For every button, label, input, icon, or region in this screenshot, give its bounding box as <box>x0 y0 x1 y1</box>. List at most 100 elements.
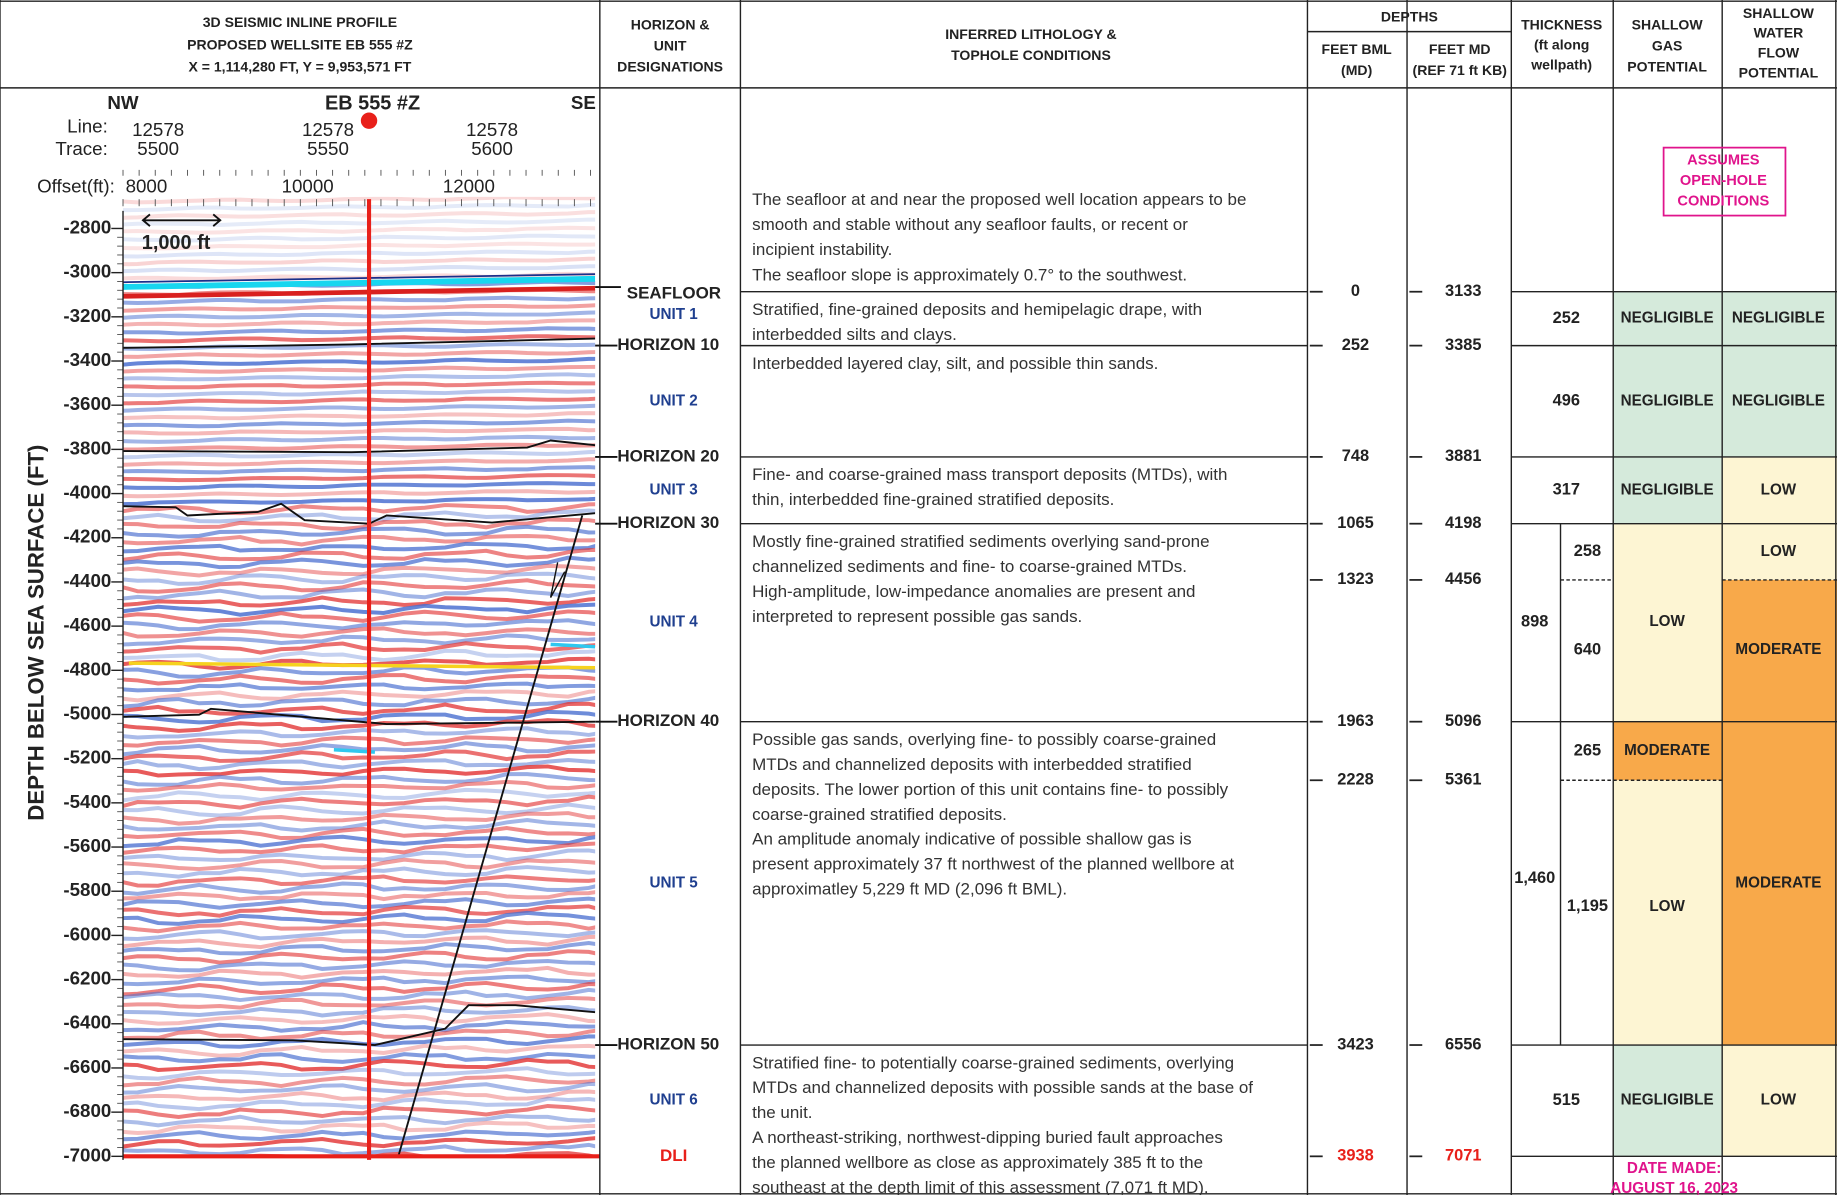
unit-description: southeast at the depth limit of this ass… <box>752 1178 1208 1195</box>
depth-bml: 252 <box>1342 336 1369 354</box>
note: CONDITIONS <box>1677 193 1769 209</box>
unit-label: UNIT 2 <box>650 392 698 409</box>
unit-description: approximatley 5,229 ft MD (2,096 ft BML)… <box>752 880 1067 899</box>
gas-potential: MODERATE <box>1624 742 1710 759</box>
header-water: POTENTIAL <box>1739 65 1819 81</box>
reflector <box>123 826 596 841</box>
unit-description: High-amplitude, low-impedance anomalies … <box>752 582 1195 601</box>
reflector <box>123 735 596 748</box>
offset-number: 12000 <box>443 175 495 196</box>
seafloor-description: smooth and stable without any seafloor f… <box>752 215 1188 234</box>
reflector <box>123 1096 596 1112</box>
unit-description: Fine- and coarse-grained mass transport … <box>752 465 1227 484</box>
well-name: EB 555 #Z <box>325 93 420 115</box>
reflector <box>123 701 596 716</box>
water-cell <box>1722 345 1837 457</box>
line-number: 12578 <box>132 119 184 140</box>
depth-tick-label: -4800 <box>63 658 111 679</box>
unit-description: deposits. The lower portion of this unit… <box>752 780 1229 799</box>
unit-description: Possible gas sands, overlying fine- to p… <box>752 730 1216 749</box>
unit-description: the unit. <box>752 1103 812 1122</box>
header-water: FLOW <box>1758 45 1800 61</box>
trace-number: 5500 <box>137 138 179 159</box>
depth-tick-label: -4000 <box>63 482 111 503</box>
depth-bml: 748 <box>1342 447 1369 465</box>
horizon-label: HORIZON 40 <box>617 711 719 730</box>
header-water: WATER <box>1754 25 1804 41</box>
direction-left: NW <box>107 92 139 113</box>
unit-description: An amplitude anomaly indicative of possi… <box>752 830 1192 849</box>
unit-label: UNIT 6 <box>650 1092 698 1109</box>
depth-tick-label: -6200 <box>63 968 111 989</box>
reflector <box>123 602 596 617</box>
seafloor-edge <box>123 273 596 284</box>
depth-tick-label: -5800 <box>63 879 111 900</box>
unit-description: present approximately 37 ft northwest of… <box>752 855 1234 874</box>
reflector <box>123 563 596 578</box>
reflector <box>123 779 596 793</box>
seismic-section <box>123 196 596 1158</box>
unit-description: MTDs and channelized deposits with inter… <box>752 755 1192 774</box>
depth-tick-label: -4600 <box>63 614 111 635</box>
date: DATE MADE: <box>1627 1160 1721 1177</box>
reflector <box>123 995 596 1010</box>
unit-label: UNIT 5 <box>650 874 699 891</box>
reflector <box>123 848 596 863</box>
reflector <box>123 403 596 413</box>
reflector <box>123 965 596 980</box>
reflector <box>123 571 596 586</box>
reflector <box>123 1129 596 1142</box>
depth-tick-label: -6800 <box>63 1100 111 1121</box>
reflector <box>123 1142 596 1157</box>
header-feet-md: (REF 71 ft KB) <box>1413 62 1507 78</box>
reflector <box>123 241 596 251</box>
header-feet-bml: FEET BML <box>1322 41 1393 57</box>
depth-md: 6556 <box>1445 1035 1481 1053</box>
unit-label: UNIT 4 <box>650 614 699 631</box>
water-potential: LOW <box>1761 1092 1797 1109</box>
gas-potential: NEGLIGIBLE <box>1621 392 1714 409</box>
reflector <box>123 202 596 213</box>
water-potential: LOW <box>1761 543 1797 560</box>
gas-cell <box>1613 345 1723 457</box>
header-gas: POTENTIAL <box>1627 59 1707 75</box>
reflector <box>123 372 596 382</box>
direction-right: SE <box>571 92 596 113</box>
fault-arrow <box>549 562 566 598</box>
depth-md: 4456 <box>1445 570 1481 588</box>
reflector <box>123 904 596 918</box>
depth-bml: 1065 <box>1337 514 1373 532</box>
depth-md: 3385 <box>1445 336 1481 354</box>
reflector <box>123 326 596 336</box>
reflector <box>123 334 596 344</box>
gas-cell <box>1613 456 1723 524</box>
unit-description: A northeast-striking, northwest-dipping … <box>752 1128 1223 1147</box>
reflector <box>123 233 596 243</box>
reflector <box>123 426 596 436</box>
depth-bml: 1963 <box>1337 712 1373 730</box>
horizon-line <box>123 707 596 725</box>
water-cell <box>1722 1045 1837 1157</box>
depth-tick-label: -5200 <box>63 747 111 768</box>
reflector <box>123 541 596 554</box>
depth-md: 5096 <box>1445 712 1481 730</box>
horizon-label: HORIZON 10 <box>617 335 719 354</box>
scale-bar-label: 1,000 ft <box>142 232 211 254</box>
reflector <box>123 1051 596 1064</box>
reflector <box>123 356 596 367</box>
reflector <box>123 865 596 879</box>
depth-tick-label: -3000 <box>63 261 111 282</box>
gas-potential: NEGLIGIBLE <box>1621 310 1714 327</box>
reflector <box>123 481 596 490</box>
unit-description: Stratified, fine-grained deposits and he… <box>752 300 1202 319</box>
unit-description: Mostly fine-grained stratified sediments… <box>752 532 1209 551</box>
reflector <box>123 934 596 950</box>
reflector <box>123 210 596 220</box>
line-number: 12578 <box>302 119 354 140</box>
unit-description: interpreted to represent possible gas sa… <box>752 607 1082 626</box>
trace-label: Trace: <box>55 138 107 159</box>
header-thickness: THICKNESS <box>1521 16 1602 32</box>
header-gas: SHALLOW <box>1632 16 1704 32</box>
depth-bml: 1323 <box>1337 570 1373 588</box>
